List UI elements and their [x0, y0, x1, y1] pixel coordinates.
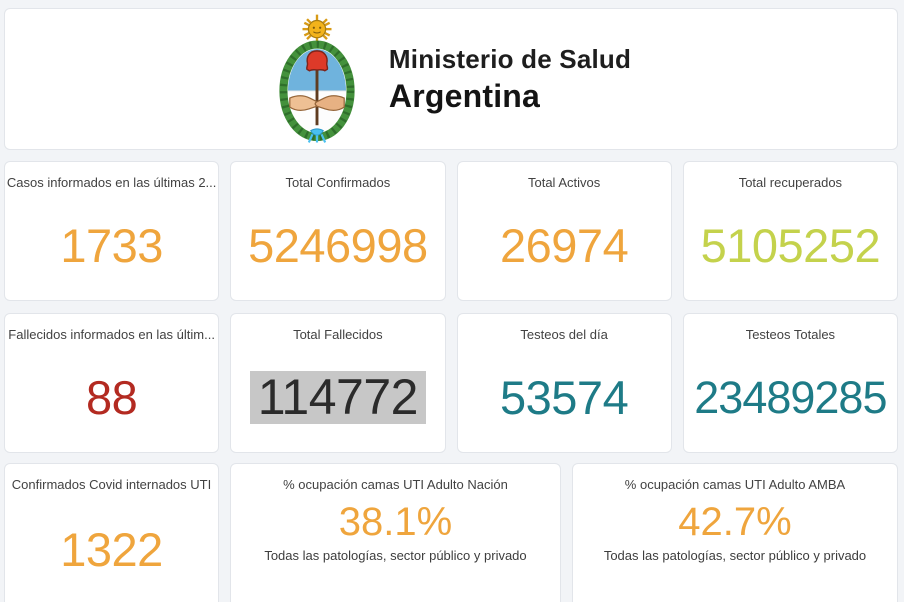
card-title: Total Fallecidos [293, 327, 383, 342]
card-confirmados-uti: Confirmados Covid internados UTI 1322 [4, 463, 219, 602]
card-title: Total recuperados [738, 175, 843, 190]
card-value: 5246998 [248, 219, 428, 272]
card-subtitle: Todas las patologías, sector público y p… [603, 548, 867, 563]
card-value: 1733 [60, 219, 163, 272]
card-value: 42.7% [678, 500, 792, 544]
argentina-coat-of-arms-icon [271, 11, 363, 147]
card-value: 23489285 [694, 372, 887, 423]
card-total-confirmados: Total Confirmados 5246998 [230, 161, 446, 301]
country-title: Argentina [388, 77, 541, 114]
card-value: 88 [85, 371, 138, 424]
card-title: Testeos Totales [745, 327, 836, 342]
card-value: 53574 [500, 371, 629, 424]
card-total-recuperados: Total recuperados 5105252 [682, 161, 898, 301]
card-value: 38.1% [338, 500, 453, 544]
card-title: Confirmados Covid internados UTI [11, 477, 212, 492]
header-title-block: Ministerio de Salud Argentina [389, 44, 631, 115]
card-testeos-del-dia: Testeos del día 53574 [456, 313, 672, 453]
card-value: 26974 [500, 219, 629, 272]
card-title: Testeos del día [520, 327, 608, 342]
card-total-fallecidos: Total Fallecidos 114772 [230, 313, 446, 453]
card-title: Total Activos [527, 175, 601, 190]
card-ocupacion-uti-nacion: % ocupación camas UTI Adulto Nación 38.1… [230, 463, 561, 602]
card-title: % ocupación camas UTI Adulto AMBA [624, 477, 846, 492]
card-value: 1322 [60, 523, 163, 576]
card-title: Casos informados en las últimas 2... [6, 175, 217, 190]
card-ocupacion-uti-amba: % ocupación camas UTI Adulto AMBA 42.7% … [572, 463, 898, 602]
row-3: Confirmados Covid internados UTI 1322 % … [4, 463, 898, 602]
card-subtitle: Todas las patologías, sector público y p… [264, 548, 527, 563]
row-2: Fallecidos informados en las últim... 88… [4, 313, 898, 453]
card-casos-ultimas-24h: Casos informados en las últimas 2... 173… [4, 161, 220, 301]
card-value-wrap: 114772 [249, 343, 426, 452]
card-testeos-totales: Testeos Totales 23489285 [682, 313, 898, 453]
selected-value: 114772 [249, 371, 426, 424]
card-title: % ocupación camas UTI Adulto Nación [283, 477, 508, 492]
card-value: 5105252 [700, 219, 881, 272]
header-card: Ministerio de Salud Argentina [4, 8, 898, 150]
card-total-activos: Total Activos 26974 [456, 161, 672, 301]
card-title: Total Confirmados [285, 175, 391, 190]
row-1: Casos informados en las últimas 2... 173… [4, 161, 898, 301]
card-fallecidos-ultimas-24h: Fallecidos informados en las últim... 88 [4, 313, 220, 453]
ministry-title: Ministerio de Salud [388, 43, 632, 74]
card-title: Fallecidos informados en las últim... [8, 327, 215, 342]
